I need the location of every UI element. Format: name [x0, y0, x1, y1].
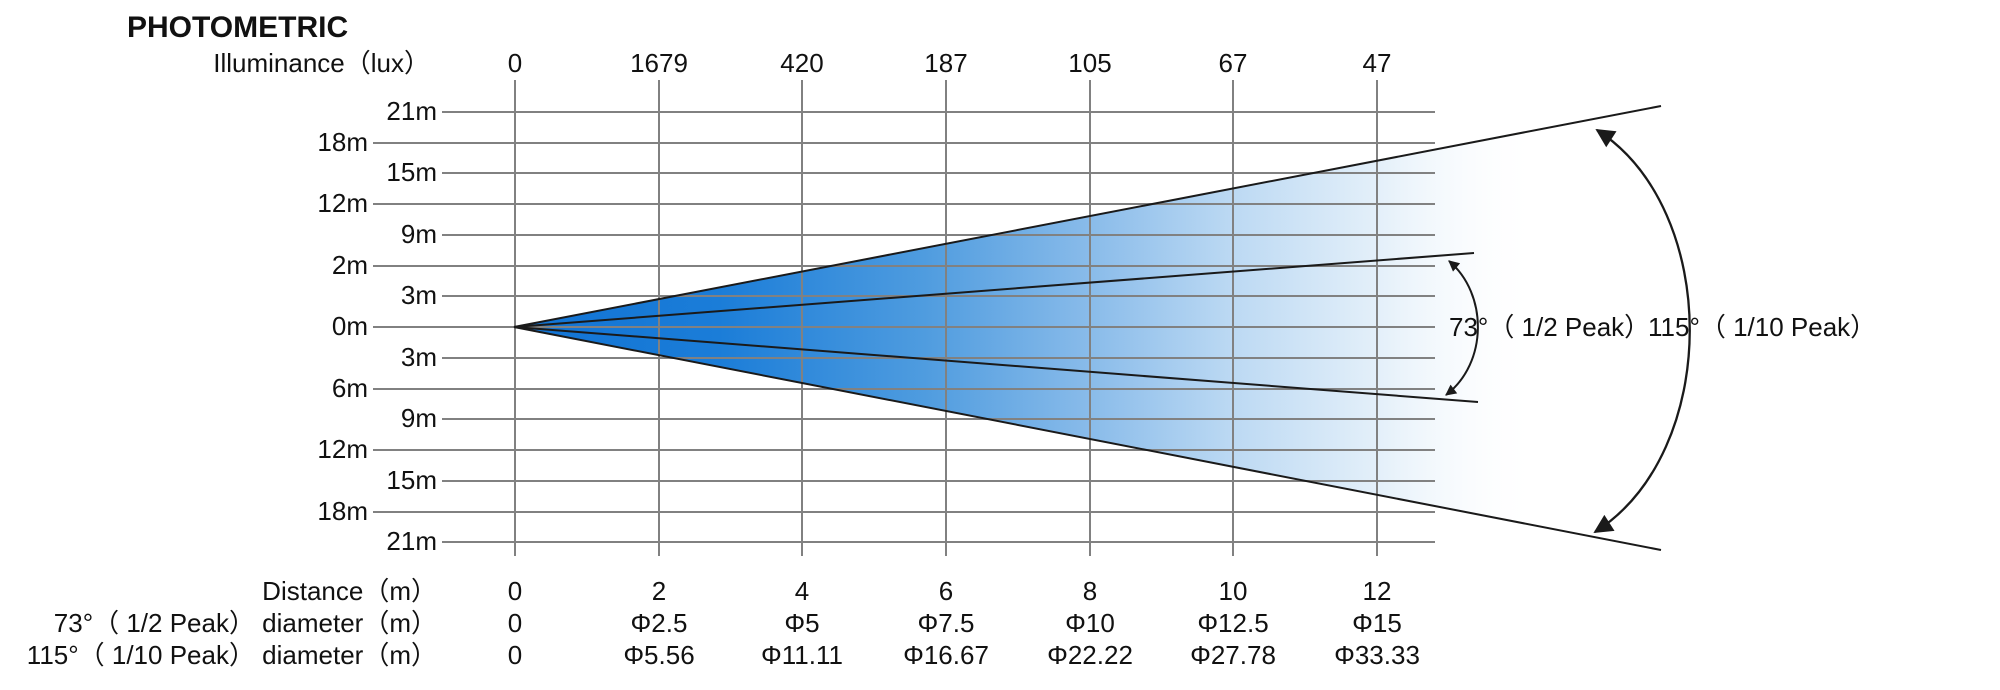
distance-value: 4: [795, 576, 809, 606]
half-peak-angle-arc: [1445, 260, 1479, 396]
axis-label: 18m: [317, 127, 368, 157]
illuminance-value: 187: [924, 48, 967, 78]
axis-label: 3m: [401, 280, 437, 310]
beam-inner-bottom-line: [513, 326, 1479, 403]
illuminance-value: 420: [780, 48, 823, 78]
illuminance-value: 1679: [630, 48, 688, 78]
illuminance-value: 105: [1068, 48, 1111, 78]
half-peak-diameter-value: Φ7.5: [918, 608, 975, 638]
axis-label: 0m: [332, 311, 368, 341]
half-peak-label: 73°（ 1/2 Peak）: [1449, 312, 1650, 342]
tenth-peak-diameter-value: Φ5.56: [623, 640, 694, 670]
half-peak-diameter-row: 73°（ 1/2 Peak） diameter（m） 0 Φ2.5 Φ5 Φ7.…: [54, 608, 1402, 638]
tenth-peak-diameter-row: 115°（ 1/10 Peak） diameter（m） 0 Φ5.56 Φ11…: [27, 640, 1420, 670]
beam-inner-top-line: [513, 252, 1475, 328]
axis-label: 2m: [332, 250, 368, 280]
axis-label: 18m: [317, 496, 368, 526]
page-title: PHOTOMETRIC: [127, 11, 348, 44]
tenth-peak-angle-arc: [1593, 128, 1691, 534]
tenth-peak-diameter-row-label: 115°（ 1/10 Peak） diameter（m）: [27, 640, 437, 670]
tenth-peak-diameter-value: Φ11.11: [761, 640, 843, 670]
axis-label: 15m: [386, 465, 437, 495]
half-peak-diameter-value: Φ12.5: [1197, 608, 1268, 638]
distance-axis-labels: 21m 18m 15m 12m 9m 2m 3m 0m 3m 6m 9m 12m…: [317, 96, 437, 556]
axis-label: 9m: [401, 219, 437, 249]
axis-label: 21m: [386, 526, 437, 556]
h-gridlines: [373, 111, 1435, 543]
tenth-peak-diameter-value: Φ22.22: [1047, 640, 1133, 670]
illuminance-value: 47: [1363, 48, 1392, 78]
distance-value: 0: [508, 576, 522, 606]
illuminance-axis-label: Illuminance（lux）: [213, 48, 430, 78]
illuminance-values-row: 0 1679 420 187 105 67 47: [508, 48, 1392, 78]
tenth-peak-label: 115°（ 1/10 Peak）: [1648, 312, 1876, 342]
axis-label: 21m: [386, 96, 437, 126]
half-peak-diameter-value: Φ10: [1065, 608, 1115, 638]
half-peak-diameter-value: Φ5: [784, 608, 819, 638]
illuminance-value: 67: [1219, 48, 1248, 78]
half-peak-diameter-value: 0: [508, 608, 522, 638]
tenth-peak-diameter-value: Φ16.67: [903, 640, 989, 670]
distance-value: 8: [1083, 576, 1097, 606]
tenth-peak-diameter-value: Φ27.78: [1190, 640, 1276, 670]
half-peak-diameter-value: Φ2.5: [631, 608, 688, 638]
axis-label: 6m: [332, 373, 368, 403]
distance-row-label: Distance（m）: [262, 576, 437, 606]
tenth-peak-diameter-value: 0: [508, 640, 522, 670]
axis-label: 15m: [386, 157, 437, 187]
axis-label: 12m: [317, 188, 368, 218]
tenth-peak-diameter-value: Φ33.33: [1334, 640, 1420, 670]
beam-outer-bottom-line: [513, 326, 1662, 551]
half-peak-diameter-value: Φ15: [1352, 608, 1402, 638]
axis-label: 12m: [317, 434, 368, 464]
v-gridlines: [514, 80, 1378, 556]
beam-outer-top-line: [513, 105, 1662, 328]
distance-value: 10: [1219, 576, 1248, 606]
axis-label: 3m: [401, 342, 437, 372]
distance-value: 12: [1363, 576, 1392, 606]
distance-value: 2: [652, 576, 666, 606]
half-peak-diameter-row-label: 73°（ 1/2 Peak） diameter（m）: [54, 608, 437, 638]
axis-label: 9m: [401, 403, 437, 433]
beam-lines: [513, 105, 1662, 551]
distance-value: 6: [939, 576, 953, 606]
distance-row: Distance（m） 0 2 4 6 8 10 12: [262, 576, 1391, 606]
illuminance-value: 0: [508, 48, 522, 78]
